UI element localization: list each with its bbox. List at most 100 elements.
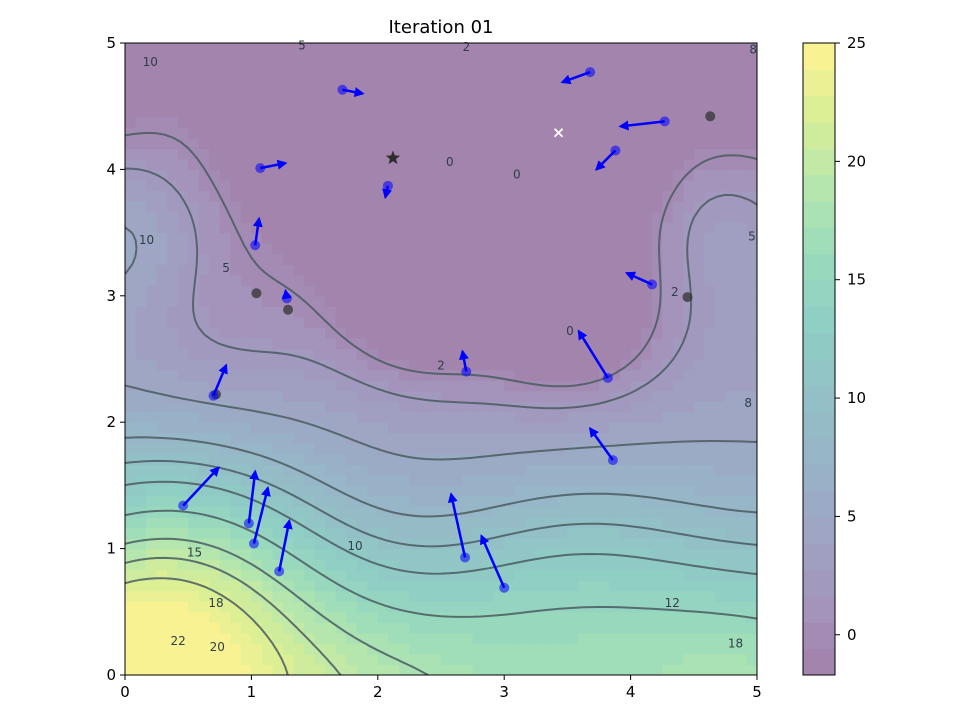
heatmap-cell <box>683 611 695 623</box>
heatmap-cell <box>314 632 326 644</box>
heatmap-cell <box>504 169 516 181</box>
heatmap-cell <box>177 169 189 181</box>
heatmap-cell <box>630 327 642 339</box>
heatmap-cell <box>641 643 653 655</box>
heatmap-cell <box>198 106 210 118</box>
heatmap-cell <box>188 137 200 149</box>
heatmap-cell <box>725 548 737 560</box>
heatmap-cell <box>314 653 326 666</box>
heatmap-cell <box>409 601 421 613</box>
heatmap-cell <box>293 64 305 76</box>
heatmap-cell <box>430 474 442 486</box>
heatmap-cell <box>525 306 537 318</box>
heatmap-cell <box>388 538 400 550</box>
heatmap-cell <box>419 569 432 581</box>
heatmap-cell <box>493 390 505 402</box>
heatmap-cell <box>493 85 505 97</box>
heatmap-cell <box>135 453 147 465</box>
heatmap-cell <box>672 295 684 307</box>
heatmap-cell <box>451 432 463 444</box>
heatmap-cell <box>125 295 137 307</box>
heatmap-cell <box>314 569 326 581</box>
heatmap-cell <box>283 643 295 655</box>
heatmap-cell <box>261 222 274 234</box>
heatmap-cell <box>556 432 568 444</box>
heatmap-cell <box>335 106 347 118</box>
heatmap-cell <box>704 359 716 371</box>
heatmap-cell <box>346 190 358 202</box>
heatmap-cell <box>146 601 158 613</box>
heatmap-cell <box>377 474 389 486</box>
heatmap-cell <box>662 643 674 655</box>
heatmap-cell <box>567 295 579 307</box>
contour-label: 15 <box>187 545 202 559</box>
heatmap-cell <box>693 306 705 318</box>
heatmap-cell <box>620 380 632 392</box>
heatmap-cell <box>409 632 421 644</box>
heatmap-cell <box>577 201 590 213</box>
heatmap-cell <box>714 569 726 581</box>
heatmap-cell <box>367 464 379 476</box>
heatmap-cell <box>472 517 484 529</box>
heatmap-cell <box>609 495 621 508</box>
heatmap-cell <box>472 474 484 486</box>
heatmap-cell <box>346 359 358 371</box>
heatmap-cell <box>335 390 347 402</box>
heatmap-cell <box>472 64 484 76</box>
heatmap-cell <box>135 380 147 392</box>
heatmap-cell <box>472 285 484 297</box>
heatmap-cell <box>135 643 147 655</box>
heatmap-cell <box>493 116 505 128</box>
heatmap-cell <box>556 464 568 476</box>
heatmap-cell <box>272 390 284 402</box>
heatmap-cell <box>630 201 642 213</box>
particle-point <box>243 518 254 529</box>
heatmap-cell <box>609 569 621 581</box>
heatmap-cell <box>135 559 147 571</box>
heatmap-cell <box>272 222 284 234</box>
heatmap-cell <box>398 190 410 202</box>
heatmap-cell <box>304 390 316 402</box>
heatmap-cell <box>662 464 674 476</box>
heatmap-cell <box>662 201 674 213</box>
heatmap-cell <box>272 106 284 118</box>
heatmap-cell <box>125 306 137 318</box>
heatmap-cell <box>546 390 558 402</box>
contour-label: 10 <box>347 539 362 553</box>
heatmap-cell <box>546 401 558 413</box>
heatmap-cell <box>198 243 210 255</box>
heatmap-cell <box>146 569 158 581</box>
heatmap-cell <box>125 190 137 202</box>
heatmap-cell <box>746 327 757 339</box>
colorbar-band <box>803 648 835 676</box>
heatmap-cell <box>704 243 716 255</box>
heatmap-cell <box>746 474 757 486</box>
heatmap-cell <box>283 274 295 286</box>
particle-point <box>208 390 219 401</box>
heatmap-cell <box>514 316 526 328</box>
heatmap-cell <box>167 253 179 265</box>
heatmap-cell <box>177 559 189 571</box>
heatmap-cell <box>419 232 432 244</box>
heatmap-cell <box>272 327 284 339</box>
heatmap-cell <box>367 369 379 381</box>
heatmap-cell <box>704 222 716 234</box>
heatmap-cell <box>693 253 705 265</box>
heatmap-cell <box>651 232 663 244</box>
heatmap-cell <box>483 411 495 423</box>
heatmap-cell <box>346 643 358 655</box>
heatmap-cell <box>483 664 495 675</box>
heatmap-cell <box>125 169 137 181</box>
heatmap-cell <box>198 95 210 107</box>
heatmap-cell <box>219 327 231 339</box>
heatmap-cell <box>735 327 748 339</box>
heatmap-cell <box>609 306 621 318</box>
heatmap-cell <box>714 316 726 328</box>
heatmap-cell <box>725 64 737 76</box>
heatmap-cell <box>630 569 642 581</box>
heatmap-cell <box>156 506 168 518</box>
heatmap-cell <box>693 390 705 402</box>
heatmap-cell <box>567 359 579 371</box>
heatmap-cell <box>188 274 200 286</box>
heatmap-cell <box>356 359 368 371</box>
